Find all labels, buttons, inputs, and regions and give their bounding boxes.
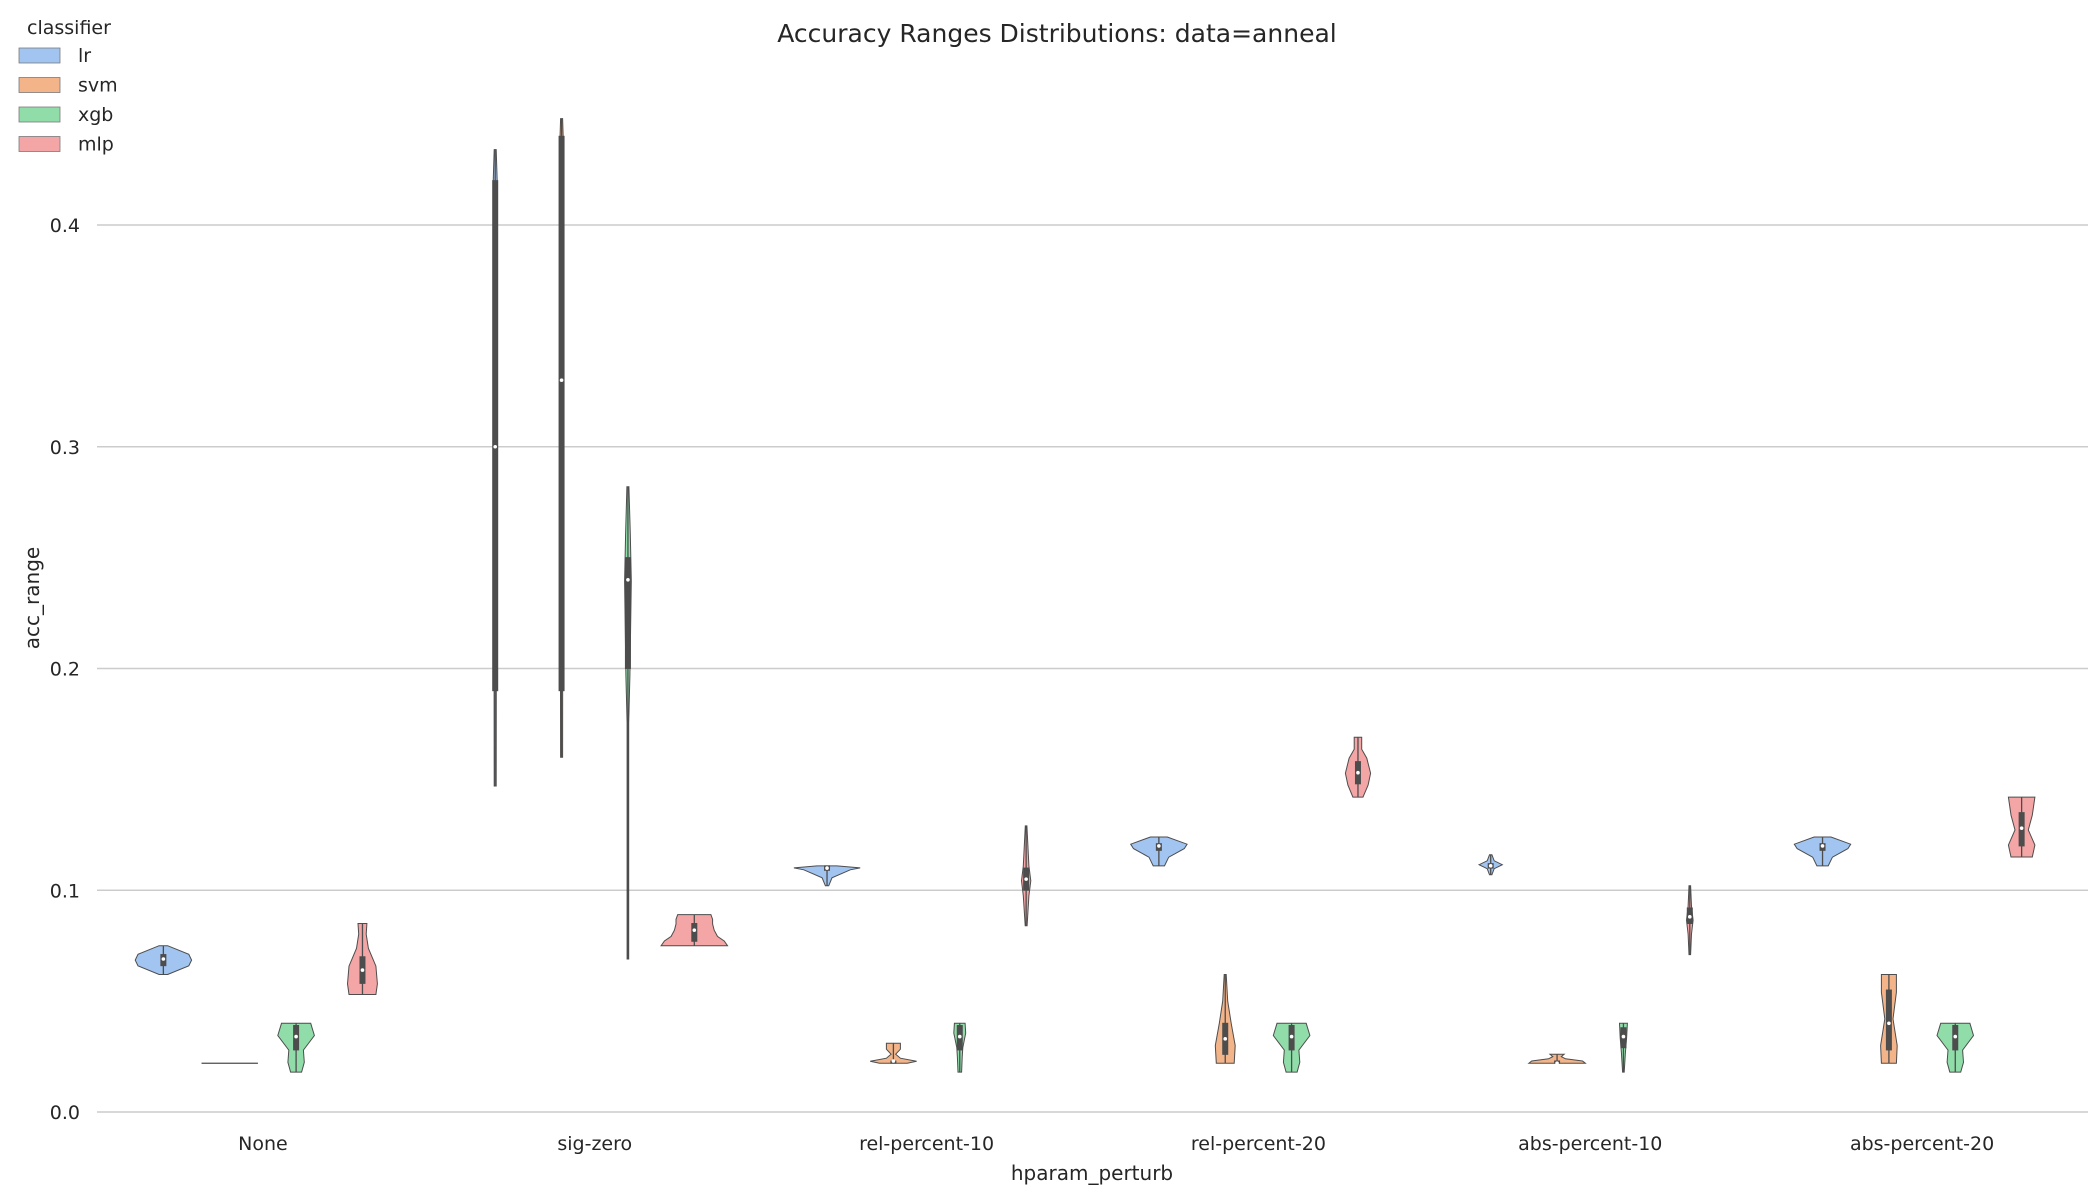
violin-median [1820,844,1825,848]
grid-lines [97,224,2088,1113]
violin-xgb-sig-zero [624,486,632,960]
legend-label-lr: lr [78,45,91,67]
violin-median [1024,877,1028,881]
violin-median [2019,826,2024,830]
x-tick-labels: None sig-zero rel-percent-10 rel-percent-20… [238,1133,1994,1155]
violin-median [1953,1034,1958,1039]
violin-svm-rel-percent-10 [870,1042,917,1064]
violin-xgb-rel-percent-20 [1272,1022,1311,1073]
violin-median [294,1034,298,1039]
legend-swatch-lr [18,47,61,64]
y-tick-label: 0.3 [50,437,80,459]
violin-lr-abs-percent-10 [1477,854,1504,876]
violin-median [1887,1021,1891,1026]
x-tick-label: sig-zero [557,1133,632,1155]
x-axis-label: hparam_perturb [1011,1161,1173,1185]
y-tick-label: 0.1 [50,880,80,902]
violin-mlp-rel-percent-10 [1020,825,1032,927]
violin-median [1356,770,1360,775]
violin-median [1621,1034,1626,1039]
violin-xgb-None [277,1022,315,1073]
violin-lr-sig-zero [492,149,499,787]
violin-median [1289,1034,1294,1039]
violin-median [692,928,697,932]
violin-mlp-sig-zero [660,914,729,947]
violin-lr-rel-percent-20 [1129,836,1188,867]
violin-median [1688,915,1692,919]
violin-iqr-box [558,135,565,692]
chart-title: Accuracy Ranges Distributions: data=anne… [777,19,1336,48]
violin-median [626,578,630,582]
violin-iqr-box [691,923,698,942]
violin-iqr-box [624,557,631,669]
violin-median [161,957,166,961]
violin-xgb-abs-percent-10 [1618,1022,1628,1073]
violin-lr-rel-percent-10 [793,865,861,887]
violin-mlp-abs-percent-20 [2007,796,2036,858]
violin-mlp-rel-percent-20 [1344,736,1372,798]
legend-label-mlp: mlp [78,134,114,156]
legend-label-xgb: xgb [78,104,113,126]
violin-svm-abs-percent-10 [1527,1053,1587,1066]
y-axis-label: acc_range [20,547,44,649]
violin-median [957,1034,962,1039]
violin-svm-abs-percent-20 [1880,974,1898,1064]
violin-median [360,968,365,972]
violin-median [825,866,829,870]
x-tick-label: None [238,1133,288,1155]
legend-swatch-mlp [18,136,61,152]
legend-swatch-svm [18,77,61,93]
violin-median [891,1059,896,1063]
y-tick-label: 0.0 [50,1102,80,1124]
violin-median [1223,1037,1228,1041]
violin-lr-None [134,945,193,975]
legend-title: classifier [27,17,111,39]
violin-median [559,378,564,383]
violin-median [1488,864,1493,868]
violin-mlp-None [346,923,378,995]
violin-iqr-box [492,180,499,692]
x-tick-label: rel-percent-10 [859,1133,994,1155]
violin-median [1555,1061,1559,1066]
violin-lr-abs-percent-20 [1793,836,1852,867]
violin-svm-sig-zero [558,118,565,758]
violin-iqr-box [1885,989,1892,1051]
x-tick-label: abs-percent-20 [1850,1133,1994,1155]
x-tick-label: rel-percent-20 [1191,1133,1326,1155]
violin-svm-rel-percent-20 [1214,974,1236,1064]
legend: classifier lr svm xgb mlp [18,17,118,156]
y-tick-labels: 0.0 0.1 0.2 0.3 0.4 [50,215,80,1124]
y-tick-label: 0.2 [50,659,80,681]
legend-label-svm: svm [78,75,118,97]
y-tick-label: 0.4 [50,215,80,237]
violin-median [493,444,498,449]
violins-layer [134,118,2036,1073]
violin-xgb-abs-percent-20 [1936,1022,1975,1073]
legend-swatch-xgb [18,106,61,123]
x-tick-label: abs-percent-10 [1518,1133,1662,1155]
violin-xgb-rel-percent-10 [953,1022,967,1073]
violin-mlp-abs-percent-10 [1685,885,1694,956]
violin-median [1157,844,1161,848]
